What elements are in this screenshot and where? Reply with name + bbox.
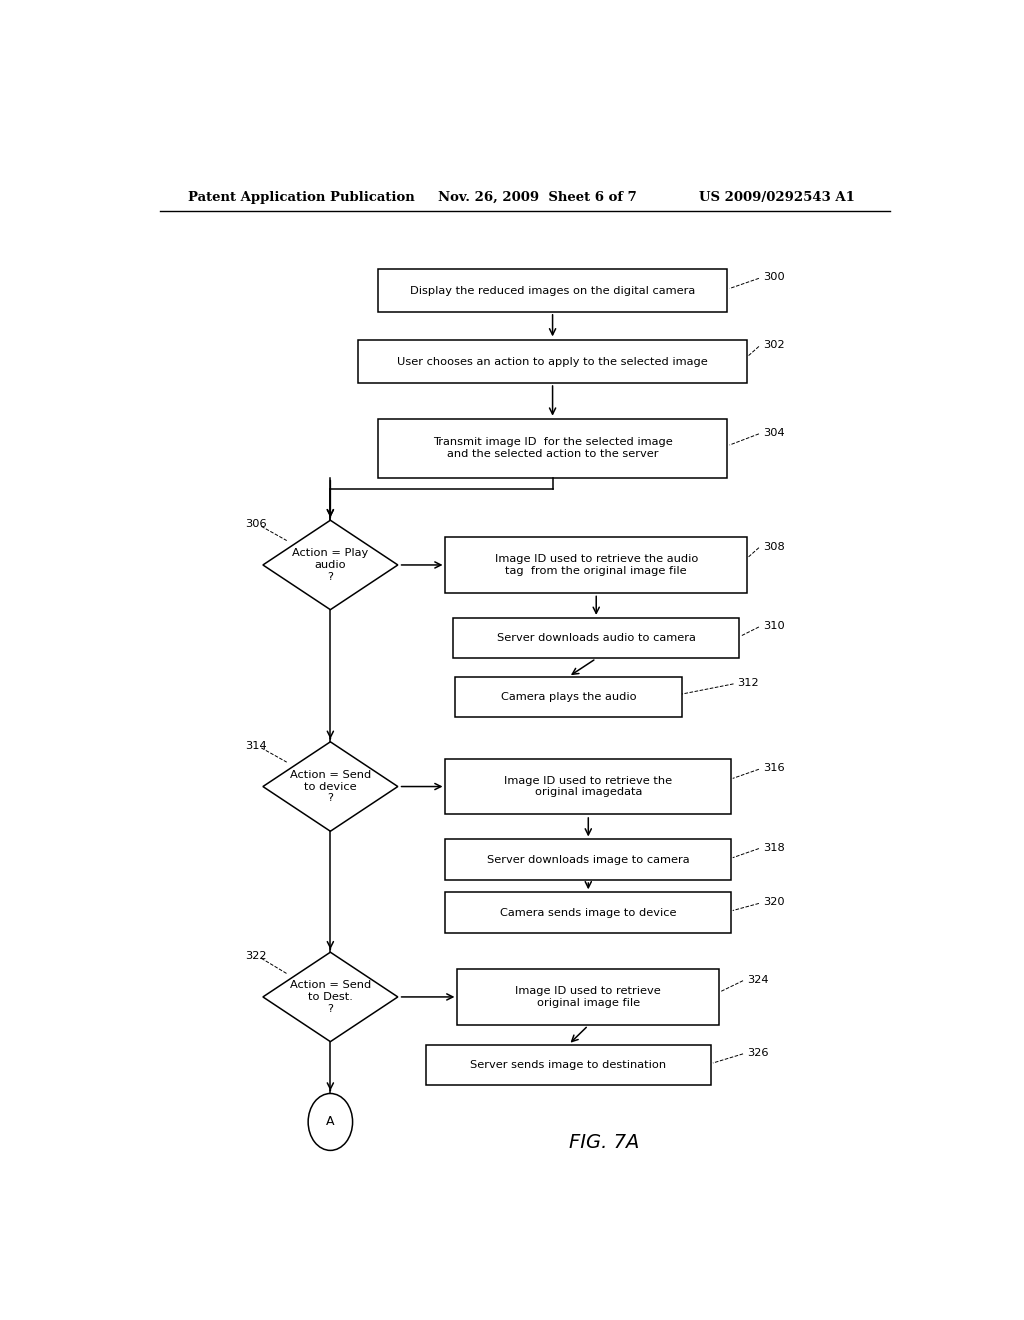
Text: 316: 316 — [763, 763, 784, 774]
Text: Camera sends image to device: Camera sends image to device — [500, 908, 677, 917]
Text: 306: 306 — [246, 519, 267, 529]
Polygon shape — [263, 742, 397, 832]
FancyBboxPatch shape — [445, 892, 731, 933]
Text: FIG. 7A: FIG. 7A — [569, 1133, 639, 1152]
Text: Nov. 26, 2009  Sheet 6 of 7: Nov. 26, 2009 Sheet 6 of 7 — [437, 190, 636, 203]
Text: 300: 300 — [763, 272, 784, 282]
FancyBboxPatch shape — [378, 418, 727, 478]
FancyBboxPatch shape — [378, 269, 727, 312]
Text: 318: 318 — [763, 842, 784, 853]
Text: 312: 312 — [737, 678, 759, 688]
Text: Image ID used to retrieve the
original imagedata: Image ID used to retrieve the original i… — [504, 776, 673, 797]
Text: Action = Play
audio
?: Action = Play audio ? — [292, 548, 369, 582]
Text: Image ID used to retrieve the audio
tag  from the original image file: Image ID used to retrieve the audio tag … — [495, 554, 698, 576]
Text: A: A — [326, 1115, 335, 1129]
Text: Transmit image ID  for the selected image
and the selected action to the server: Transmit image ID for the selected image… — [433, 437, 673, 459]
Text: User chooses an action to apply to the selected image: User chooses an action to apply to the s… — [397, 356, 708, 367]
Text: Server downloads image to camera: Server downloads image to camera — [487, 855, 689, 865]
Text: 310: 310 — [763, 620, 784, 631]
Polygon shape — [263, 520, 397, 610]
Circle shape — [308, 1093, 352, 1151]
Text: 320: 320 — [763, 898, 784, 907]
Text: 326: 326 — [748, 1048, 768, 1057]
Text: US 2009/0292543 A1: US 2009/0292543 A1 — [699, 190, 855, 203]
FancyBboxPatch shape — [445, 759, 731, 814]
FancyBboxPatch shape — [426, 1044, 712, 1085]
Text: 314: 314 — [246, 741, 267, 751]
Text: 304: 304 — [763, 428, 784, 438]
Polygon shape — [263, 952, 397, 1041]
FancyBboxPatch shape — [456, 677, 682, 718]
Text: 308: 308 — [763, 541, 784, 552]
Text: Action = Send
to device
?: Action = Send to device ? — [290, 770, 371, 803]
Text: 324: 324 — [748, 974, 768, 985]
FancyBboxPatch shape — [445, 537, 748, 593]
Text: Patent Application Publication: Patent Application Publication — [187, 190, 415, 203]
Text: 322: 322 — [246, 952, 267, 961]
FancyBboxPatch shape — [445, 840, 731, 880]
FancyBboxPatch shape — [358, 341, 748, 383]
Text: Camera plays the audio: Camera plays the audio — [501, 692, 636, 702]
Text: Server downloads audio to camera: Server downloads audio to camera — [497, 634, 695, 643]
FancyBboxPatch shape — [458, 969, 719, 1024]
Text: Image ID used to retrieve
original image file: Image ID used to retrieve original image… — [515, 986, 662, 1007]
Text: Server sends image to destination: Server sends image to destination — [470, 1060, 667, 1071]
Text: Action = Send
to Dest.
?: Action = Send to Dest. ? — [290, 981, 371, 1014]
Text: Display the reduced images on the digital camera: Display the reduced images on the digita… — [410, 285, 695, 296]
FancyBboxPatch shape — [454, 618, 739, 659]
Text: 302: 302 — [763, 341, 784, 350]
